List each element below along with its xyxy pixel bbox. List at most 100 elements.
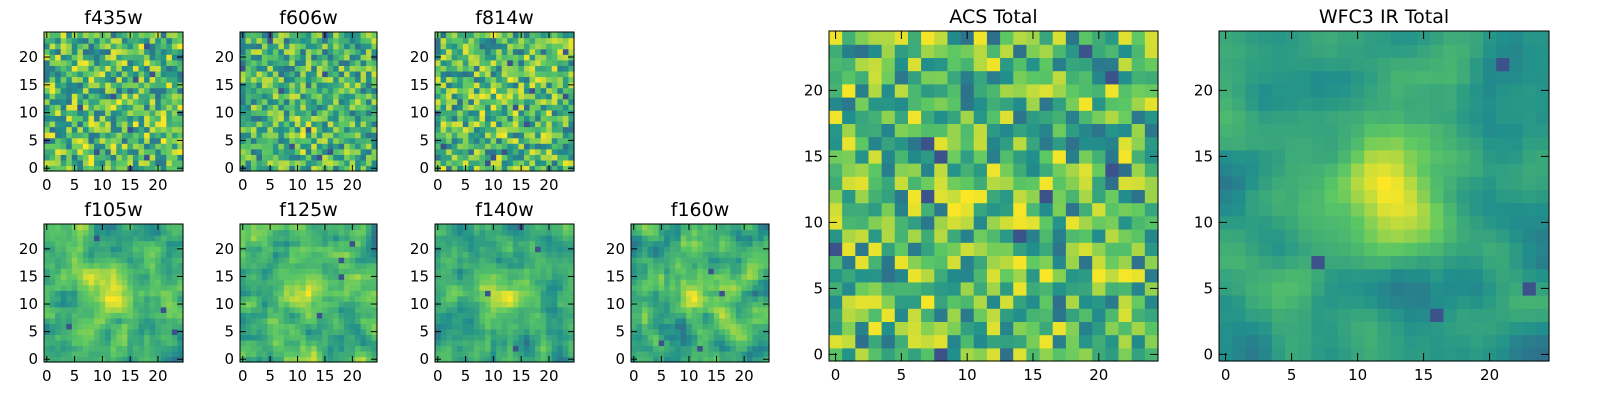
heatmap-cell — [529, 82, 536, 89]
heatmap-cell — [105, 143, 112, 150]
heatmap-cell — [724, 257, 731, 264]
heatmap-cell — [267, 262, 274, 269]
heatmap-cell — [283, 65, 290, 72]
heatmap-cell — [355, 323, 362, 330]
heatmap-cell — [55, 48, 62, 55]
heatmap-cell — [518, 137, 525, 144]
heatmap-cell — [557, 54, 564, 61]
heatmap-cell — [55, 104, 62, 111]
heatmap-cell — [724, 279, 731, 286]
heatmap-cell — [468, 159, 475, 167]
heatmap-cell — [457, 224, 464, 231]
heatmap-cell — [934, 229, 949, 243]
heatmap-cell — [686, 290, 693, 297]
heatmap-cell — [60, 350, 67, 358]
heatmap-cell — [278, 109, 285, 116]
heatmap-cell — [160, 154, 167, 161]
heatmap-cell — [501, 115, 508, 122]
heatmap-cell — [473, 48, 481, 55]
heatmap-cell — [88, 235, 95, 242]
heatmap-cell — [507, 82, 514, 89]
heatmap-cell — [160, 262, 167, 269]
heatmap-cell — [934, 176, 949, 190]
heatmap-cell — [546, 159, 553, 167]
heatmap-cell — [289, 334, 296, 341]
heatmap-cell — [653, 301, 660, 308]
heatmap-cell — [366, 137, 373, 144]
heatmap-cell — [523, 82, 531, 89]
heatmap-cell — [658, 268, 665, 275]
heatmap-cell — [144, 240, 151, 247]
heatmap-cell — [177, 143, 184, 150]
heatmap-cell — [366, 143, 373, 150]
heatmap-cell — [55, 262, 62, 269]
heatmap-cell — [60, 295, 67, 302]
heatmap-cell — [462, 334, 469, 341]
heatmap-cell — [546, 37, 553, 44]
heatmap-cell — [518, 317, 525, 324]
heatmap-cell — [829, 308, 843, 322]
heatmap-cell — [653, 312, 660, 319]
heatmap-cell — [457, 356, 464, 363]
heatmap-cell — [440, 251, 447, 258]
heatmap-cell — [697, 339, 704, 347]
heatmap-cell — [261, 87, 268, 94]
y-tick-label: 0 — [224, 350, 234, 368]
heatmap-cell — [1065, 229, 1080, 243]
heatmap-cell — [735, 350, 742, 358]
heatmap-cell — [66, 235, 73, 242]
heatmap-cell — [99, 306, 106, 313]
heatmap-cell — [144, 328, 151, 335]
heatmap-cell — [149, 334, 156, 341]
heatmap-cell — [355, 76, 362, 83]
heatmap-cell — [468, 224, 475, 231]
heatmap-cell — [451, 240, 458, 247]
heatmap-cell — [311, 312, 318, 319]
heatmap-cell — [294, 98, 301, 105]
heatmap-cell — [523, 301, 531, 308]
heatmap-cell — [568, 43, 575, 50]
heatmap-cell — [116, 143, 123, 150]
heatmap-cell — [473, 126, 481, 133]
heatmap-cell — [94, 334, 101, 341]
heatmap-cell — [127, 159, 134, 167]
heatmap-cell — [512, 240, 519, 247]
heatmap-cell — [344, 273, 351, 280]
heatmap-cell — [1105, 281, 1120, 296]
heatmap-cell — [523, 229, 531, 236]
heatmap-cell — [305, 93, 312, 100]
heatmap-cell — [557, 328, 564, 335]
heatmap-cell — [322, 159, 329, 167]
heatmap-cell — [311, 306, 318, 313]
heatmap-cell — [1039, 229, 1054, 243]
heatmap-cell — [171, 350, 179, 358]
heatmap-cell — [485, 82, 492, 89]
heatmap-cell — [300, 165, 307, 172]
heatmap-cell — [680, 257, 687, 264]
heatmap-cell — [327, 306, 334, 313]
heatmap-cell — [121, 306, 128, 313]
heatmap-cell — [60, 268, 67, 275]
heatmap-cell — [322, 306, 329, 313]
heatmap-cell — [267, 339, 274, 347]
heatmap-cell — [1039, 163, 1054, 177]
heatmap-cell — [294, 48, 301, 55]
x-tick-label: 5 — [70, 176, 80, 194]
x-tick-label: 20 — [735, 367, 754, 385]
heatmap-cell — [501, 317, 508, 324]
heatmap-cell — [88, 257, 95, 264]
heatmap-cell — [366, 37, 373, 44]
heatmap-cell — [333, 48, 340, 55]
heatmap-cell — [82, 262, 90, 269]
heatmap-cell — [300, 104, 307, 111]
heatmap-cell — [110, 284, 117, 291]
heatmap-cell — [94, 76, 101, 83]
heatmap-cell — [283, 132, 290, 139]
heatmap-cell — [289, 159, 296, 167]
heatmap-cell — [934, 308, 949, 322]
heatmap-cell — [1065, 334, 1080, 349]
heatmap-cell — [116, 70, 123, 78]
heatmap-cell — [289, 43, 296, 50]
heatmap-cell — [501, 246, 508, 253]
